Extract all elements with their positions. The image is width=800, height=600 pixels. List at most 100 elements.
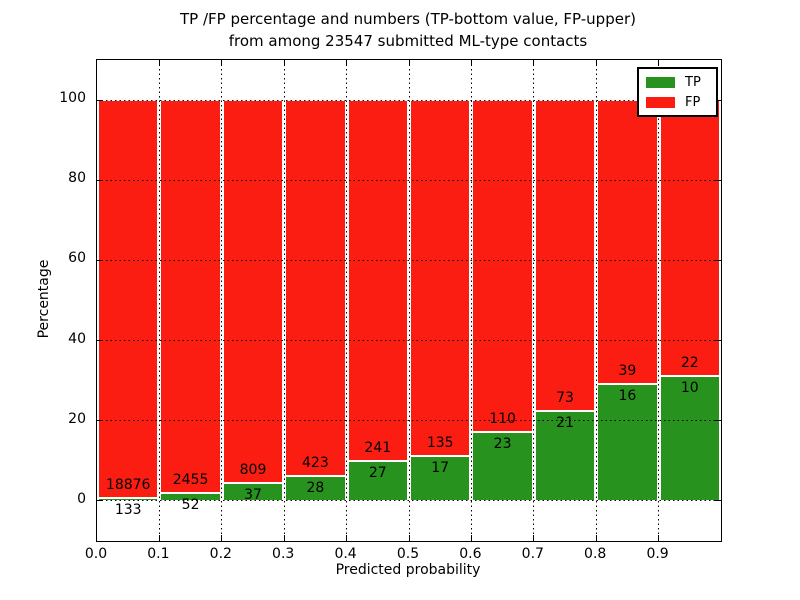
tp-count-label: 37 (244, 487, 262, 504)
y-tick-label: 100 (59, 90, 86, 107)
x-tick-label: 0.7 (521, 546, 544, 562)
tp-count-label: 16 (618, 388, 637, 405)
y-tick-label: 80 (68, 170, 86, 187)
gridline-vertical (158, 60, 160, 541)
fp-count-label: 22 (680, 354, 699, 371)
gridline-vertical (221, 60, 223, 541)
tp-bar-segment (160, 492, 221, 501)
legend-item-fp: FP (646, 94, 712, 111)
fp-bar-segment (347, 100, 408, 461)
fp-count-label: 423 (302, 455, 329, 472)
x-tick-label: 0.6 (459, 546, 482, 562)
tp-count-label: 21 (556, 415, 574, 432)
x-tick (283, 535, 285, 541)
tp-legend-swatch-icon (646, 77, 675, 88)
x-tick (346, 535, 348, 541)
x-tick-top (221, 60, 223, 66)
y-tick-label: 60 (68, 250, 86, 267)
x-tick-top (283, 60, 285, 66)
y-tick (97, 179, 103, 181)
y-tick-right (715, 420, 721, 422)
tp-count-label: 133 (114, 502, 142, 519)
x-tick-top (346, 60, 348, 66)
fp-bar-segment (472, 100, 533, 432)
y-tick-right (715, 179, 721, 181)
chart-title: TP /FP percentage and numbers (TP-bottom… (96, 8, 720, 52)
plot-area: TP FP 18876 133 2455 52 809 37 423 28 241 27 135 17… (96, 59, 722, 542)
y-tick (97, 500, 103, 502)
chart-title-line2: from among 23547 submitted ML-type conta… (228, 32, 588, 50)
fp-count-label: 39 (618, 363, 637, 380)
y-tick-right (715, 259, 721, 261)
gridline-vertical (283, 60, 285, 541)
tp-bar-segment (472, 431, 533, 501)
legend-label-tp: TP (685, 75, 701, 90)
x-tick (533, 535, 535, 541)
y-tick-right (715, 500, 721, 502)
tp-count-label: 28 (306, 480, 325, 497)
tp-count-label: 17 (431, 460, 450, 477)
legend-item-tp: TP (646, 74, 712, 91)
x-tick-label: 0.1 (147, 546, 170, 562)
tp-bar-segment (285, 476, 346, 501)
tp-bar-segment (659, 375, 720, 501)
y-tick (97, 340, 103, 342)
tp-bar-segment (597, 384, 658, 501)
y-tick (97, 99, 103, 101)
x-tick (158, 535, 160, 541)
gridline-vertical (470, 60, 472, 541)
gridline-vertical (658, 60, 660, 541)
x-tick-label: 0.5 (396, 546, 420, 562)
x-tick-top (595, 60, 597, 66)
fp-count-label: 18876 (105, 477, 151, 494)
x-tick (595, 535, 597, 541)
x-tick-label: 0.3 (272, 546, 295, 562)
gridline-vertical (595, 60, 597, 541)
y-tick-right (715, 99, 721, 101)
x-tick-top (658, 60, 660, 66)
fp-bar-segment (222, 100, 284, 484)
fp-count-label: 241 (364, 439, 392, 456)
x-tick-top (533, 60, 535, 66)
fp-bar-segment (534, 100, 596, 412)
legend: TP FP (637, 67, 718, 117)
x-tick (221, 535, 223, 541)
x-tick-label: 0.4 (334, 546, 357, 562)
y-tick-label: 40 (68, 330, 86, 347)
fp-count-label: 809 (239, 462, 267, 479)
y-tick-label: 0 (77, 490, 86, 507)
y-tick (97, 259, 103, 261)
x-tick (470, 535, 472, 541)
tp-count-label: 23 (493, 435, 512, 452)
x-tick (408, 535, 410, 541)
x-tick-label: 0.0 (84, 546, 108, 562)
x-axis-label: Predicted probability (335, 562, 481, 578)
fp-bar-segment (160, 100, 221, 493)
fp-bar-segment (98, 100, 159, 499)
x-tick-top (470, 60, 472, 66)
x-tick (658, 535, 660, 541)
tp-bar-segment (534, 411, 596, 501)
y-tick-right (715, 340, 721, 342)
fp-count-label: 135 (426, 435, 454, 452)
fp-count-label: 110 (489, 410, 516, 427)
tp-bar-segment (347, 460, 408, 501)
x-tick-label: 0.9 (646, 546, 669, 562)
tp-count-label: 10 (680, 379, 699, 396)
fp-bar-segment (597, 100, 658, 385)
gridline-vertical (533, 60, 535, 541)
fp-bar-segment (410, 100, 471, 457)
x-tick-label: 0.8 (584, 546, 607, 562)
x-tick-top (408, 60, 410, 66)
gridline-vertical (346, 60, 348, 541)
x-tick-top (158, 60, 160, 66)
y-axis-label: Percentage (36, 259, 52, 339)
tp-count-label: 27 (368, 464, 387, 481)
legend-label-fp: FP (685, 95, 701, 110)
tp-count-label: 52 (181, 496, 200, 513)
fp-count-label: 73 (556, 390, 574, 407)
chart-title-line1: TP /FP percentage and numbers (TP-bottom… (180, 10, 636, 28)
x-tick-label: 0.2 (209, 546, 232, 562)
y-tick (97, 420, 103, 422)
y-tick-label: 20 (68, 410, 86, 427)
